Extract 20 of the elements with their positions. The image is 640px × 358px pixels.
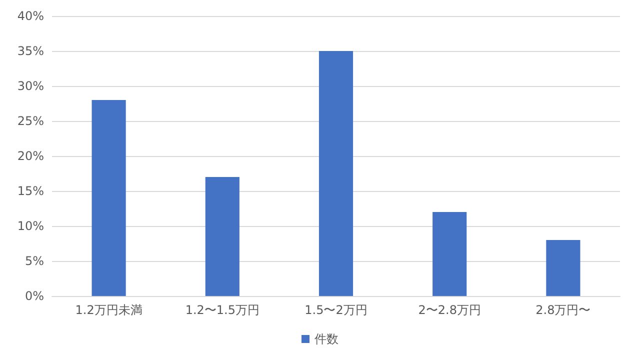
legend-label: 件数 <box>314 332 338 346</box>
y-tick-label: 10% <box>17 219 44 233</box>
x-tick-label: 1.2〜1.5万円 <box>185 303 260 317</box>
y-tick-label: 5% <box>24 254 44 268</box>
x-tick-label: 2〜2.8万円 <box>418 303 481 317</box>
bar <box>432 212 467 296</box>
bar <box>92 100 126 296</box>
y-tick-label: 35% <box>17 44 44 58</box>
y-tick-label: 30% <box>17 79 44 93</box>
y-tick-label: 0% <box>24 289 44 303</box>
bar <box>205 177 240 296</box>
y-tick-label: 15% <box>17 184 44 198</box>
x-tick-label: 1.5〜2万円 <box>304 303 368 317</box>
y-tick-label: 20% <box>17 149 44 163</box>
bar <box>318 51 354 296</box>
bar <box>546 240 580 296</box>
x-tick-label: 1.2万円未満 <box>75 303 142 317</box>
y-tick-label: 40% <box>17 9 44 23</box>
x-tick-label: 2.8万円〜 <box>536 303 591 317</box>
y-tick-label: 25% <box>17 114 44 128</box>
